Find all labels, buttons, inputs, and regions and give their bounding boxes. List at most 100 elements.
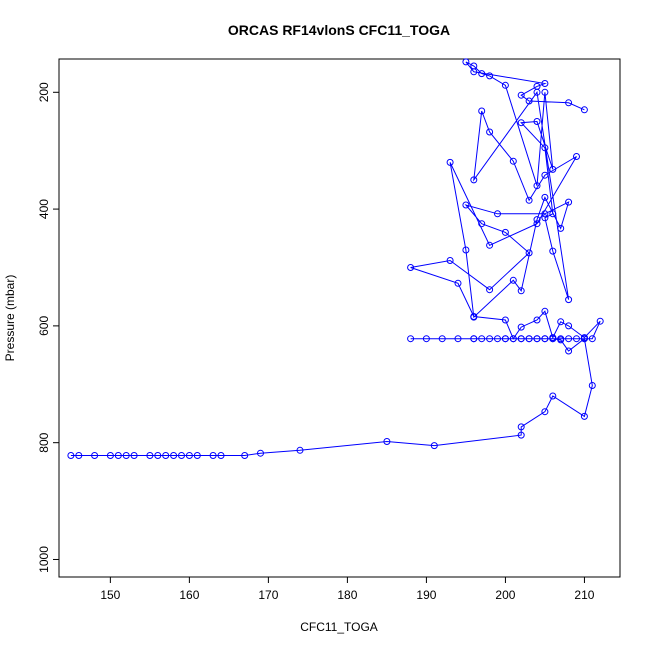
data-point	[170, 452, 178, 459]
data-point	[241, 452, 249, 459]
data-point	[541, 335, 549, 343]
data-point	[185, 452, 193, 459]
x-tick-label: 150	[100, 588, 120, 602]
data-point	[541, 88, 549, 96]
data-series	[67, 58, 604, 459]
y-tick-label: 1000	[37, 546, 51, 573]
data-point	[486, 72, 494, 80]
data-point	[517, 423, 525, 431]
x-tick-label: 210	[574, 588, 594, 602]
data-point	[470, 335, 478, 343]
data-point	[478, 107, 486, 115]
data-point	[557, 335, 565, 343]
data-point	[494, 210, 501, 218]
data-point	[509, 335, 517, 343]
data-point	[541, 210, 549, 218]
y-tick-label: 400	[37, 199, 51, 219]
data-point	[541, 193, 549, 201]
x-tick-label: 170	[258, 588, 278, 602]
data-point	[407, 335, 415, 343]
data-point	[486, 286, 494, 294]
data-point	[517, 335, 525, 343]
data-point	[533, 118, 541, 125]
data-point	[596, 317, 604, 325]
x-tick-label: 160	[179, 588, 199, 602]
data-point	[525, 249, 533, 257]
data-point	[114, 452, 122, 459]
data-point	[462, 201, 470, 209]
data-point	[533, 182, 541, 190]
data-point	[588, 335, 596, 343]
data-point	[541, 214, 549, 222]
x-axis: 150 160 170 180 190 200 210	[100, 577, 595, 602]
data-point	[446, 257, 454, 264]
chart-title: ORCAS RF14vlonS CFC11_TOGA	[228, 22, 450, 38]
data-point	[146, 452, 154, 459]
data-point	[454, 335, 462, 343]
data-point	[533, 216, 541, 224]
data-point	[494, 335, 501, 343]
data-point	[470, 313, 478, 321]
data-point	[91, 452, 99, 459]
data-point	[517, 119, 525, 127]
data-point	[122, 452, 130, 459]
data-point	[501, 316, 509, 324]
data-point	[541, 80, 549, 87]
data-point	[75, 452, 83, 459]
data-point	[565, 198, 573, 206]
data-point	[573, 153, 580, 160]
data-point	[565, 335, 573, 343]
y-tick-label: 800	[37, 432, 51, 452]
data-point	[517, 287, 525, 295]
data-point	[454, 279, 462, 287]
data-point	[580, 334, 588, 342]
data-point	[67, 452, 75, 459]
data-point	[486, 241, 494, 249]
data-point	[106, 452, 114, 459]
data-point	[501, 81, 509, 89]
x-tick-label: 190	[416, 588, 436, 602]
data-point	[470, 176, 478, 184]
data-point	[509, 157, 517, 165]
y-tick-label: 200	[37, 82, 51, 102]
data-point	[565, 322, 573, 330]
data-point	[580, 412, 588, 420]
data-point	[557, 224, 565, 232]
data-point	[509, 276, 517, 284]
data-point	[580, 106, 588, 114]
data-point	[383, 438, 391, 445]
data-point	[517, 91, 525, 99]
y-axis: 200 400 600 800 1000	[37, 82, 59, 573]
x-tick-label: 180	[337, 588, 357, 602]
data-point	[178, 452, 185, 459]
data-point	[462, 58, 470, 66]
data-point	[549, 210, 557, 218]
data-point	[525, 97, 533, 105]
data-point	[478, 335, 486, 343]
data-point	[517, 323, 525, 331]
data-point	[541, 307, 549, 315]
data-point	[478, 70, 486, 78]
data-point	[430, 442, 438, 450]
data-point	[525, 335, 533, 343]
data-point	[162, 452, 170, 459]
data-point	[501, 335, 509, 343]
data-point	[501, 228, 509, 236]
data-point	[517, 431, 525, 439]
data-point	[446, 158, 454, 166]
data-point	[557, 318, 565, 326]
data-point	[478, 220, 486, 228]
data-point	[541, 144, 549, 152]
data-point	[533, 220, 541, 228]
data-point	[130, 452, 138, 459]
data-point	[257, 449, 264, 457]
data-point	[533, 335, 541, 343]
data-point	[565, 99, 573, 107]
data-point	[533, 316, 541, 324]
data-point	[549, 334, 557, 342]
data-point	[296, 446, 304, 454]
data-point	[407, 264, 415, 271]
data-point	[549, 247, 557, 255]
